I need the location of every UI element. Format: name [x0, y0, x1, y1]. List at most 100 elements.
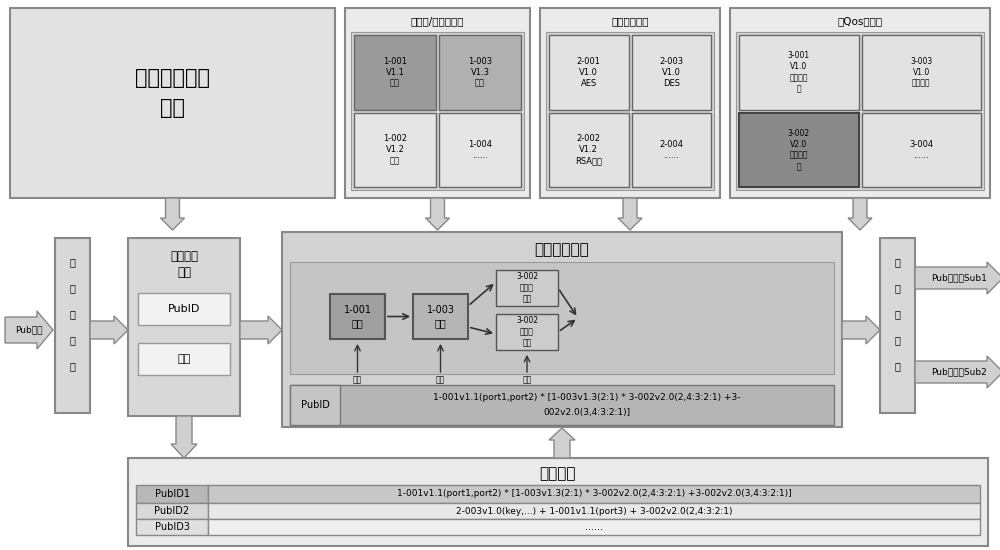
- Bar: [138, 343, 230, 375]
- Bar: [138, 293, 230, 325]
- Bar: [128, 238, 240, 416]
- Bar: [128, 458, 988, 546]
- Text: 参数: 参数: [353, 376, 362, 384]
- Polygon shape: [426, 198, 450, 230]
- Bar: [290, 262, 834, 374]
- Polygon shape: [90, 316, 128, 344]
- Text: 2-001
V1.0
AES: 2-001 V1.0 AES: [577, 57, 601, 88]
- Text: Pub数据: Pub数据: [15, 326, 43, 334]
- Text: 口: 口: [70, 361, 75, 371]
- Bar: [439, 35, 521, 109]
- Text: 1-003
过滤: 1-003 过滤: [426, 305, 454, 328]
- Polygon shape: [171, 416, 197, 458]
- Bar: [208, 485, 980, 503]
- Bar: [549, 113, 629, 187]
- Bar: [546, 32, 714, 190]
- Bar: [496, 314, 558, 350]
- Text: 3-002
双重优
先级: 3-002 双重优 先级: [516, 272, 538, 304]
- Text: 2-003v1.0(key,...) + 1-001v1.1(port3) + 3-002v2.0(2,4:3:2:1): 2-003v1.0(key,...) + 1-001v1.1(port3) + …: [456, 507, 732, 515]
- Bar: [632, 35, 711, 109]
- Text: 子Qos模块库: 子Qos模块库: [837, 16, 883, 26]
- Text: ......: ......: [585, 522, 603, 532]
- Bar: [330, 294, 385, 339]
- Bar: [136, 519, 208, 535]
- Bar: [136, 485, 208, 503]
- Text: PubID: PubID: [168, 304, 200, 314]
- Text: 1-002
V1.2
聚合: 1-002 V1.2 聚合: [383, 134, 407, 166]
- Text: 提取: 提取: [177, 266, 191, 278]
- Bar: [354, 113, 436, 187]
- Text: PubID: PubID: [301, 400, 329, 410]
- Bar: [208, 503, 980, 519]
- Bar: [496, 270, 558, 306]
- Polygon shape: [915, 262, 1000, 294]
- Bar: [862, 113, 981, 187]
- Bar: [354, 35, 436, 109]
- Text: 输入信息: 输入信息: [170, 250, 198, 262]
- Text: 002v2.0(3,4:3:2:1)]: 002v2.0(3,4:3:2:1)]: [543, 409, 631, 417]
- Text: 2-002
V1.2
RSA认证: 2-002 V1.2 RSA认证: [575, 134, 602, 166]
- Polygon shape: [5, 311, 53, 349]
- Text: 3-001
V1.0
延时优先
级: 3-001 V1.0 延时优先 级: [788, 51, 810, 94]
- Polygon shape: [618, 198, 642, 230]
- Bar: [351, 32, 524, 190]
- Text: 数据服务基本: 数据服务基本: [135, 68, 210, 88]
- Bar: [439, 113, 521, 187]
- Text: 据: 据: [70, 283, 75, 293]
- Polygon shape: [842, 316, 880, 344]
- Text: 参数: 参数: [436, 376, 445, 384]
- Text: 1-003
V1.3
过滤: 1-003 V1.3 过滤: [468, 57, 492, 88]
- Text: 层: 层: [70, 309, 75, 319]
- Bar: [880, 238, 915, 413]
- Text: 1-001v1.1(port1,port2) * [1-003v1.3(2:1) * 3-002v2.0(2,4:3:2:1) +3-002v2.0(3,4:3: 1-001v1.1(port1,port2) * [1-003v1.3(2:1)…: [397, 490, 791, 498]
- Text: 2-004
......: 2-004 ......: [659, 140, 683, 160]
- Text: 子转发/聚合模块库: 子转发/聚合模块库: [411, 16, 464, 26]
- Text: 1-001
V1.1
分发: 1-001 V1.1 分发: [383, 57, 407, 88]
- Text: 3-002
V2.0
权重优先
级: 3-002 V2.0 权重优先 级: [788, 129, 810, 171]
- Text: 参数: 参数: [522, 376, 532, 384]
- Bar: [290, 385, 340, 425]
- Bar: [345, 8, 530, 198]
- Text: 功能: 功能: [160, 98, 185, 118]
- Text: 3-003
V1.0
先入先出: 3-003 V1.0 先入先出: [910, 57, 932, 88]
- Bar: [55, 238, 90, 413]
- Bar: [413, 294, 468, 339]
- Text: 3-002
权重优
先级: 3-002 权重优 先级: [516, 316, 538, 348]
- Bar: [10, 8, 335, 198]
- Text: 明文: 明文: [177, 354, 191, 364]
- Bar: [136, 503, 208, 519]
- Text: 数: 数: [70, 257, 75, 267]
- Text: 1-004
......: 1-004 ......: [468, 140, 492, 160]
- Text: Pub数据至Sub1: Pub数据至Sub1: [931, 273, 987, 283]
- Text: PubID2: PubID2: [154, 506, 190, 516]
- Polygon shape: [549, 428, 575, 458]
- Bar: [739, 35, 858, 109]
- Polygon shape: [848, 198, 872, 230]
- Text: 2-003
V1.0
DES: 2-003 V1.0 DES: [659, 57, 683, 88]
- Text: 据: 据: [895, 283, 900, 293]
- Bar: [736, 32, 984, 190]
- Text: 1-001v1.1(port1,port2) * [1-003v1.3(2:1) * 3-002v2.0(2,4:3:2:1) +3-: 1-001v1.1(port1,port2) * [1-003v1.3(2:1)…: [433, 393, 741, 402]
- Bar: [540, 8, 720, 198]
- Bar: [862, 35, 981, 109]
- Bar: [282, 232, 842, 427]
- Bar: [208, 519, 980, 535]
- Bar: [632, 113, 711, 187]
- Text: 1-001
分发: 1-001 分发: [344, 305, 372, 328]
- Bar: [290, 385, 834, 425]
- Text: 接: 接: [70, 335, 75, 345]
- Text: 数: 数: [895, 257, 900, 267]
- Bar: [549, 35, 629, 109]
- Polygon shape: [240, 316, 282, 344]
- Polygon shape: [915, 356, 1000, 388]
- Text: 策略执行引擎: 策略执行引擎: [535, 243, 589, 257]
- Text: 子策略库: 子策略库: [540, 466, 576, 481]
- Text: 接: 接: [895, 335, 900, 345]
- Polygon shape: [160, 198, 184, 230]
- Text: PubID3: PubID3: [154, 522, 190, 532]
- Text: 口: 口: [895, 361, 900, 371]
- Text: 层: 层: [895, 309, 900, 319]
- Bar: [739, 113, 858, 187]
- Bar: [730, 8, 990, 198]
- Text: 3-004
......: 3-004 ......: [909, 140, 933, 160]
